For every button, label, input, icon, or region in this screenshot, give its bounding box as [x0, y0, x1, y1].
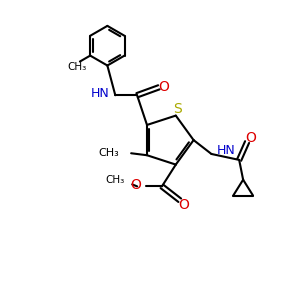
Text: HN: HN [216, 145, 235, 158]
Text: CH₃: CH₃ [105, 176, 124, 185]
Text: CH₃: CH₃ [67, 62, 87, 73]
Text: CH₃: CH₃ [98, 148, 119, 158]
Text: O: O [130, 178, 141, 192]
Text: HN: HN [91, 87, 109, 100]
Text: O: O [158, 80, 169, 94]
Text: O: O [246, 131, 256, 145]
Text: O: O [178, 198, 189, 212]
Text: S: S [174, 102, 182, 116]
